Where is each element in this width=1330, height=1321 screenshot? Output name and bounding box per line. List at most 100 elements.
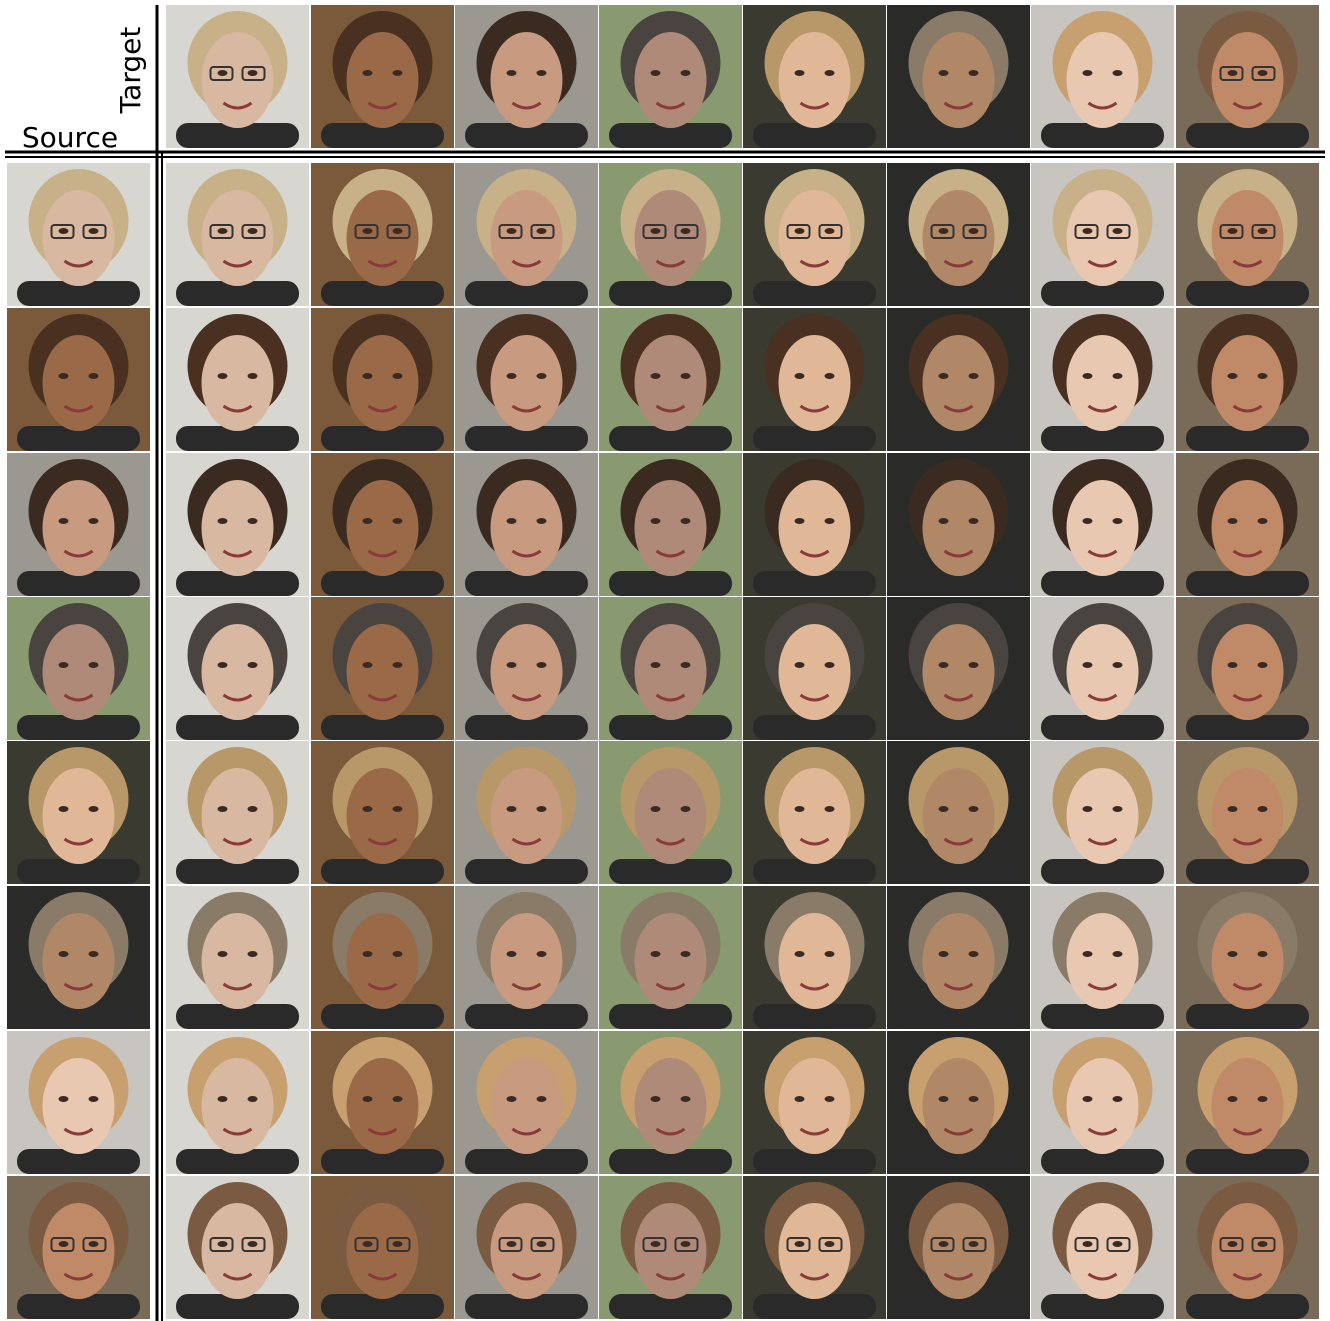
face-image — [455, 597, 598, 740]
eye — [218, 1241, 228, 1247]
face — [923, 335, 995, 431]
face-image — [743, 5, 886, 148]
face-image — [599, 453, 742, 596]
face — [635, 913, 707, 1009]
eye — [218, 806, 228, 812]
eye — [1083, 228, 1093, 234]
face-image — [1031, 1176, 1174, 1319]
eye — [1228, 228, 1238, 234]
eye — [1083, 70, 1093, 76]
eye — [218, 662, 228, 668]
face-image — [1031, 453, 1174, 596]
eye — [1083, 518, 1093, 524]
face-image — [743, 308, 886, 451]
face — [43, 1058, 115, 1154]
eye — [1083, 1096, 1093, 1102]
face-image — [1176, 886, 1319, 1029]
face — [923, 624, 995, 720]
eye — [89, 228, 99, 234]
face-image — [1031, 163, 1174, 306]
eye — [59, 1096, 69, 1102]
eye — [363, 662, 373, 668]
face — [923, 1058, 995, 1154]
face — [347, 624, 419, 720]
eye — [507, 1241, 517, 1247]
eye — [1113, 518, 1123, 524]
face — [491, 768, 563, 864]
eye — [363, 518, 373, 524]
face — [491, 624, 563, 720]
face-image — [887, 308, 1030, 451]
eye — [1113, 70, 1123, 76]
face — [779, 32, 851, 128]
eye — [1228, 70, 1238, 76]
eye — [681, 373, 691, 379]
eye — [651, 228, 661, 234]
eye — [89, 373, 99, 379]
eye — [651, 1096, 661, 1102]
eye — [1228, 662, 1238, 668]
eye — [681, 662, 691, 668]
face — [1067, 335, 1139, 431]
eye — [939, 662, 949, 668]
face-image — [887, 1176, 1030, 1319]
face — [1212, 768, 1284, 864]
eye — [59, 662, 69, 668]
eye — [795, 951, 805, 957]
face — [491, 480, 563, 576]
face-image — [311, 453, 454, 596]
face-image — [1031, 308, 1174, 451]
eye — [969, 1241, 979, 1247]
eye — [393, 1096, 403, 1102]
face — [347, 768, 419, 864]
eye — [1258, 806, 1268, 812]
face — [1067, 32, 1139, 128]
face-image — [311, 163, 454, 306]
face-image — [1031, 1031, 1174, 1174]
face-image — [7, 741, 150, 884]
eye — [537, 518, 547, 524]
eye — [393, 228, 403, 234]
face — [1067, 1058, 1139, 1154]
face — [779, 913, 851, 1009]
face — [202, 480, 274, 576]
eye — [1228, 518, 1238, 524]
eye — [537, 70, 547, 76]
eye — [1228, 951, 1238, 957]
eye — [507, 228, 517, 234]
eye — [507, 1096, 517, 1102]
face-image — [7, 886, 150, 1029]
face-swap-figure: Target Source — [0, 0, 1330, 1321]
eye — [248, 662, 258, 668]
eye — [507, 662, 517, 668]
face — [347, 480, 419, 576]
face — [43, 768, 115, 864]
eye — [248, 70, 258, 76]
face-image — [599, 308, 742, 451]
eye — [89, 1096, 99, 1102]
face-image — [166, 163, 309, 306]
face-image — [887, 453, 1030, 596]
face-image — [455, 308, 598, 451]
eye — [1258, 1241, 1268, 1247]
eye — [218, 373, 228, 379]
eye — [969, 662, 979, 668]
face — [202, 1058, 274, 1154]
face — [347, 32, 419, 128]
face-image — [599, 163, 742, 306]
face-image — [7, 453, 150, 596]
face — [1212, 480, 1284, 576]
eye — [1113, 951, 1123, 957]
face-image — [887, 597, 1030, 740]
eye — [363, 1096, 373, 1102]
eye — [651, 373, 661, 379]
eye — [825, 1241, 835, 1247]
eye — [218, 951, 228, 957]
eye — [825, 951, 835, 957]
eye — [1228, 1096, 1238, 1102]
eye — [795, 373, 805, 379]
eye — [1228, 373, 1238, 379]
face — [779, 480, 851, 576]
eye — [969, 518, 979, 524]
eye — [825, 1096, 835, 1102]
